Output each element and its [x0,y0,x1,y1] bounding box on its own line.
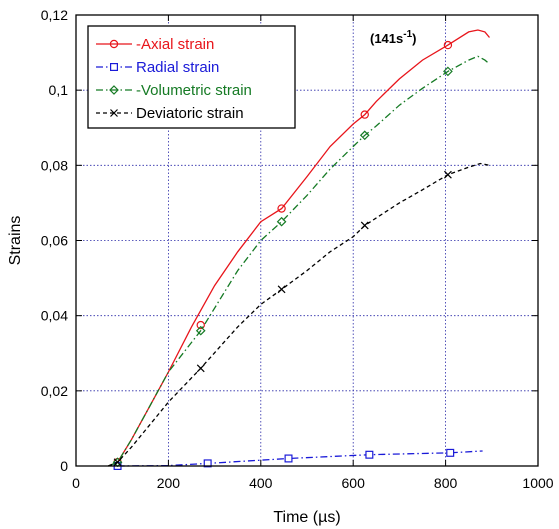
x-axis-title: Time (µs) [273,509,340,526]
y-axis-title: Strains [7,216,24,266]
x-marker [196,364,205,373]
annotation-close: ) [412,31,416,46]
square-marker [365,450,374,459]
diamond-marker [195,325,206,336]
square-marker [203,459,212,468]
series-line [108,29,491,467]
series-0 [108,29,491,467]
x-marker [277,285,286,294]
grid-lines [76,15,538,466]
y-tick-label: 0,06 [41,233,68,249]
legend-label: Radial strain [136,59,219,76]
x-tick-label: 400 [249,475,273,491]
circle-marker [109,39,119,49]
square-marker [109,62,118,71]
y-tick-label: 0,02 [41,383,68,399]
legend-label: Deviatoric strain [136,105,244,122]
legend-box [87,25,296,129]
square-marker [284,454,293,463]
x-marker [360,221,369,230]
legend-label: -Axial strain [136,36,214,53]
diamond-marker [109,85,119,95]
tick-labels: 0 200 400 600 800 1000 0 0,02 0,04 0,06 0,08 0,1 0,1… [41,7,554,491]
x-tick-label: 600 [342,475,366,491]
series-3 [108,162,490,467]
series-line [108,162,490,467]
y-tick-label: 0,12 [41,7,68,23]
x-marker [443,170,452,179]
diamond-marker [359,130,370,141]
x-marker [110,109,118,117]
y-tick-label: 0 [60,458,68,474]
circle-marker [196,320,205,330]
diamond-marker [276,216,287,227]
circle-marker [277,204,286,213]
legend-label: -Volumetric strain [136,82,252,99]
annotation-base: (141s [370,31,403,46]
y-tick-label: 0,1 [49,82,69,98]
circle-marker [443,40,453,50]
series-line [117,450,483,467]
square-marker [446,448,455,457]
x-tick-label: 800 [434,475,458,491]
diamond-marker [443,66,453,77]
legend: -Axial strain Radial strain -Volumetric st… [87,25,296,129]
circle-marker [360,110,369,119]
annotation-superscript: -1 [403,29,412,40]
strain-rate-annotation: (141s-1) [370,29,417,46]
series-line [108,55,490,467]
x-tick-label: 0 [72,475,80,491]
y-tick-label: 0,08 [41,157,68,173]
series-group [108,29,491,471]
x-tick-label: 200 [157,475,181,491]
x-tick-label: 1000 [522,475,553,491]
y-tick-label: 0,04 [41,308,68,324]
x-marker [113,458,122,467]
